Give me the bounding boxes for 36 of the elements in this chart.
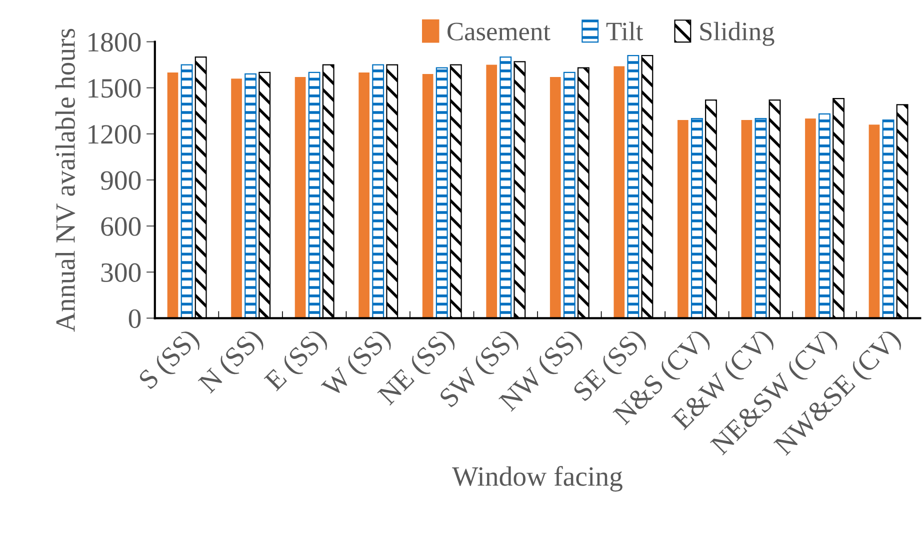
bar	[563, 72, 576, 318]
bar	[805, 118, 816, 318]
bar	[167, 72, 178, 318]
bar	[627, 55, 640, 318]
y-tick-label: 900	[100, 171, 141, 190]
bar	[614, 66, 625, 318]
bar	[308, 72, 320, 318]
legend-label: Tilt	[606, 22, 643, 40]
bar	[294, 77, 306, 318]
bar	[741, 120, 752, 318]
y-tick-label: 1200	[88, 125, 141, 144]
bar	[422, 74, 434, 318]
bar	[882, 120, 894, 318]
bar	[754, 118, 767, 318]
bar	[818, 113, 830, 318]
legend-label: Sliding	[700, 22, 774, 46]
bar	[436, 67, 448, 318]
bar	[678, 120, 688, 318]
y-tick-label: 0	[128, 309, 141, 328]
x-axis-title: Window facing	[452, 466, 622, 492]
y-tick-label: 1800	[88, 32, 141, 52]
bar	[231, 78, 242, 318]
bar	[372, 64, 384, 318]
bar	[358, 72, 370, 318]
y-tick-label: 1500	[88, 78, 141, 98]
bar	[550, 77, 561, 318]
bar	[690, 118, 703, 318]
bar	[868, 124, 880, 318]
bar	[244, 73, 257, 318]
bar	[486, 64, 498, 318]
y-axis-title: Annual NV available hours	[55, 28, 76, 332]
y-tick-label: 600	[101, 217, 141, 236]
bar	[500, 56, 512, 318]
legend-label: Casement	[448, 22, 550, 40]
y-tick-label: 300	[101, 263, 141, 282]
bar	[180, 64, 193, 318]
